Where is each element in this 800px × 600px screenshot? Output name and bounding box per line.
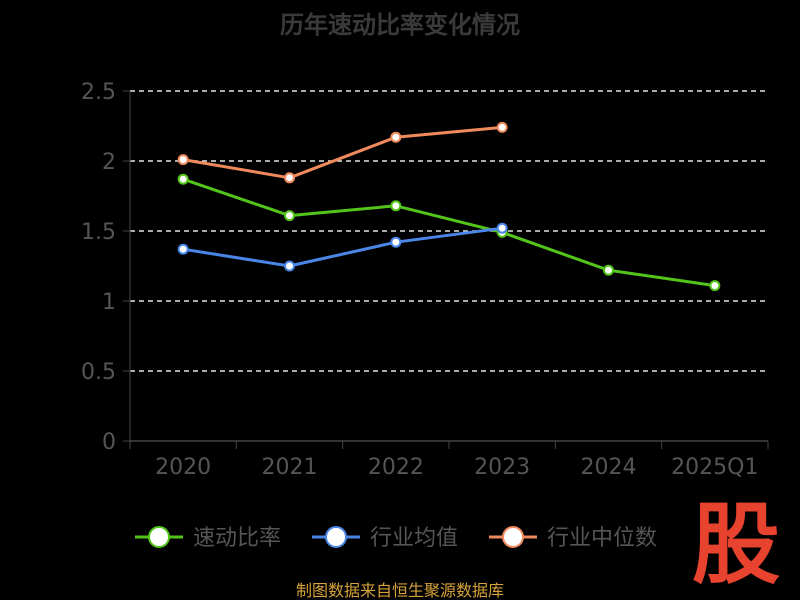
x-tick-label: 2025Q1: [671, 455, 758, 480]
legend-item[interactable]: 速动比率: [135, 526, 281, 551]
series-line-3: [182, 125, 503, 180]
source-note: 制图数据来自恒生聚源数据库: [296, 581, 504, 600]
data-point: [496, 222, 508, 234]
legend-marker: [502, 526, 524, 548]
legend-marker: [148, 526, 170, 548]
grid: [130, 90, 768, 372]
data-point: [390, 236, 402, 248]
chart-title: 历年速动比率变化情况: [280, 11, 520, 39]
data-point: [603, 264, 614, 276]
data-point: [177, 243, 189, 255]
series-line-1: [182, 177, 716, 288]
data-point: [390, 200, 402, 212]
y-tick-label: 2: [102, 150, 116, 175]
legend-label: 行业均值: [370, 526, 458, 551]
data-point: [284, 260, 295, 272]
data-point: [177, 154, 189, 166]
data-point: [177, 173, 189, 185]
data-point: [390, 131, 402, 143]
legend-marker: [325, 526, 347, 548]
data-point: [284, 210, 295, 222]
legend-label: 行业中位数: [547, 526, 657, 551]
data-point: [284, 172, 295, 184]
x-tick-label: 2022: [368, 455, 424, 480]
data-point: [496, 121, 508, 133]
data-point: [709, 280, 721, 292]
legend-item[interactable]: 行业中位数: [489, 526, 657, 551]
legend-item[interactable]: 行业均值: [312, 526, 458, 551]
y-tick-label: 1: [102, 290, 116, 315]
x-tick-label: 2021: [262, 455, 318, 480]
legend: 速动比率 行业均值 行业中位数: [135, 526, 657, 551]
x-tick-label: 2020: [155, 455, 211, 480]
axes: 0 0.5 1 1.5 2 2.5 2020 2021 2022 2023 2024 2025Q1: [81, 80, 769, 480]
legend-label: 速动比率: [193, 526, 281, 551]
series-line-2: [182, 226, 503, 268]
y-tick-label: 0.5: [81, 360, 116, 385]
y-tick-label: 2.5: [81, 80, 116, 105]
x-tick-label: 2023: [474, 455, 530, 480]
y-tick-label: 1.5: [81, 220, 116, 245]
x-tick-label: 2024: [581, 455, 637, 480]
series-layer: [177, 121, 721, 292]
logo: 股: [692, 493, 780, 596]
y-tick-label: 0: [102, 430, 116, 455]
